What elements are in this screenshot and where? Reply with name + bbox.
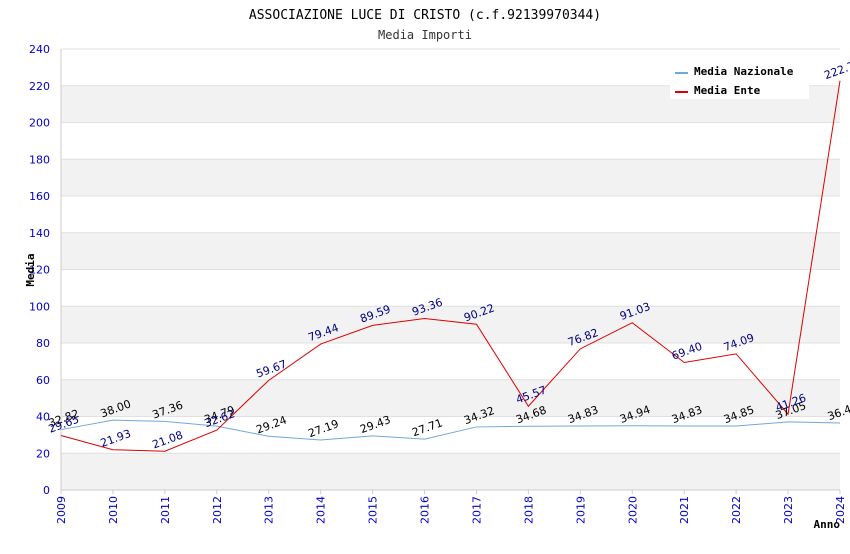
gridlines (60, 48, 840, 491)
band-120 (61, 232, 840, 270)
x-axis-label: Anno (814, 518, 841, 531)
y-tick-label-100: 100 (29, 300, 50, 313)
x-tick-label-2024: 2024 (834, 496, 847, 524)
band-40 (61, 379, 840, 417)
chart-title: ASSOCIAZIONE LUCE DI CRISTO (c.f.9213997… (249, 8, 601, 23)
band-140 (61, 196, 840, 233)
y-tick-label-140: 140 (29, 227, 50, 240)
y-tick-label-40: 40 (36, 411, 50, 424)
y-tick-label-80: 80 (36, 337, 50, 350)
y-tick-label-200: 200 (29, 117, 50, 130)
x-tick-label-2012: 2012 (211, 496, 224, 524)
legend-label-media-ente: Media Ente (694, 84, 761, 97)
x-tick-label-2018: 2018 (522, 496, 535, 524)
y-axis-ticks: 0 20 40 60 80 100 120 140 160 180 200 220 240 (29, 43, 50, 497)
legend-label-media-nazionale: Media Nazionale (694, 65, 794, 78)
x-tick-label-2009: 2009 (55, 496, 68, 524)
y-tick-label-240: 240 (29, 43, 50, 56)
y-axis-label: Media (24, 253, 37, 286)
series-lines (60, 80, 841, 452)
x-tick-label-2022: 2022 (730, 496, 743, 524)
background-bands (61, 49, 840, 490)
band-0 (61, 453, 840, 490)
x-tick-label-2011: 2011 (159, 496, 172, 524)
x-tick-label-2016: 2016 (419, 496, 432, 524)
x-tick-label-2010: 2010 (107, 496, 120, 524)
band-160 (61, 159, 840, 196)
x-tick-label-2013: 2013 (263, 496, 276, 524)
x-axis-ticks: 2009 2010 2011 2012 2013 2014 2015 2016 2017 2018… (55, 490, 847, 524)
chart-subtitle: Media Importi (378, 28, 472, 42)
band-80 (61, 306, 840, 343)
y-tick-label-120: 120 (29, 264, 50, 277)
series-line-media-ente (60, 80, 841, 452)
x-tick-label-2021: 2021 (678, 496, 691, 524)
legend: Media Nazionale Media Ente (670, 59, 809, 99)
y-tick-label-20: 20 (36, 447, 50, 460)
band-100 (61, 269, 840, 307)
band-180 (61, 122, 840, 160)
series-line-media-nazionale (60, 419, 841, 441)
y-tick-label-220: 220 (29, 80, 50, 93)
x-tick-label-2015: 2015 (367, 496, 380, 524)
y-tick-label-180: 180 (29, 153, 50, 166)
y-tick-label-60: 60 (36, 374, 50, 387)
x-tick-label-2019: 2019 (574, 496, 587, 524)
band-20 (61, 416, 840, 454)
band-60 (61, 343, 840, 380)
y-tick-label-0: 0 (43, 484, 50, 497)
x-tick-label-2020: 2020 (626, 496, 639, 524)
x-tick-label-2017: 2017 (470, 496, 483, 524)
x-tick-label-2023: 2023 (782, 496, 795, 524)
y-tick-label-160: 160 (29, 190, 50, 203)
x-tick-label-2014: 2014 (315, 496, 328, 524)
legend-box (670, 59, 809, 99)
